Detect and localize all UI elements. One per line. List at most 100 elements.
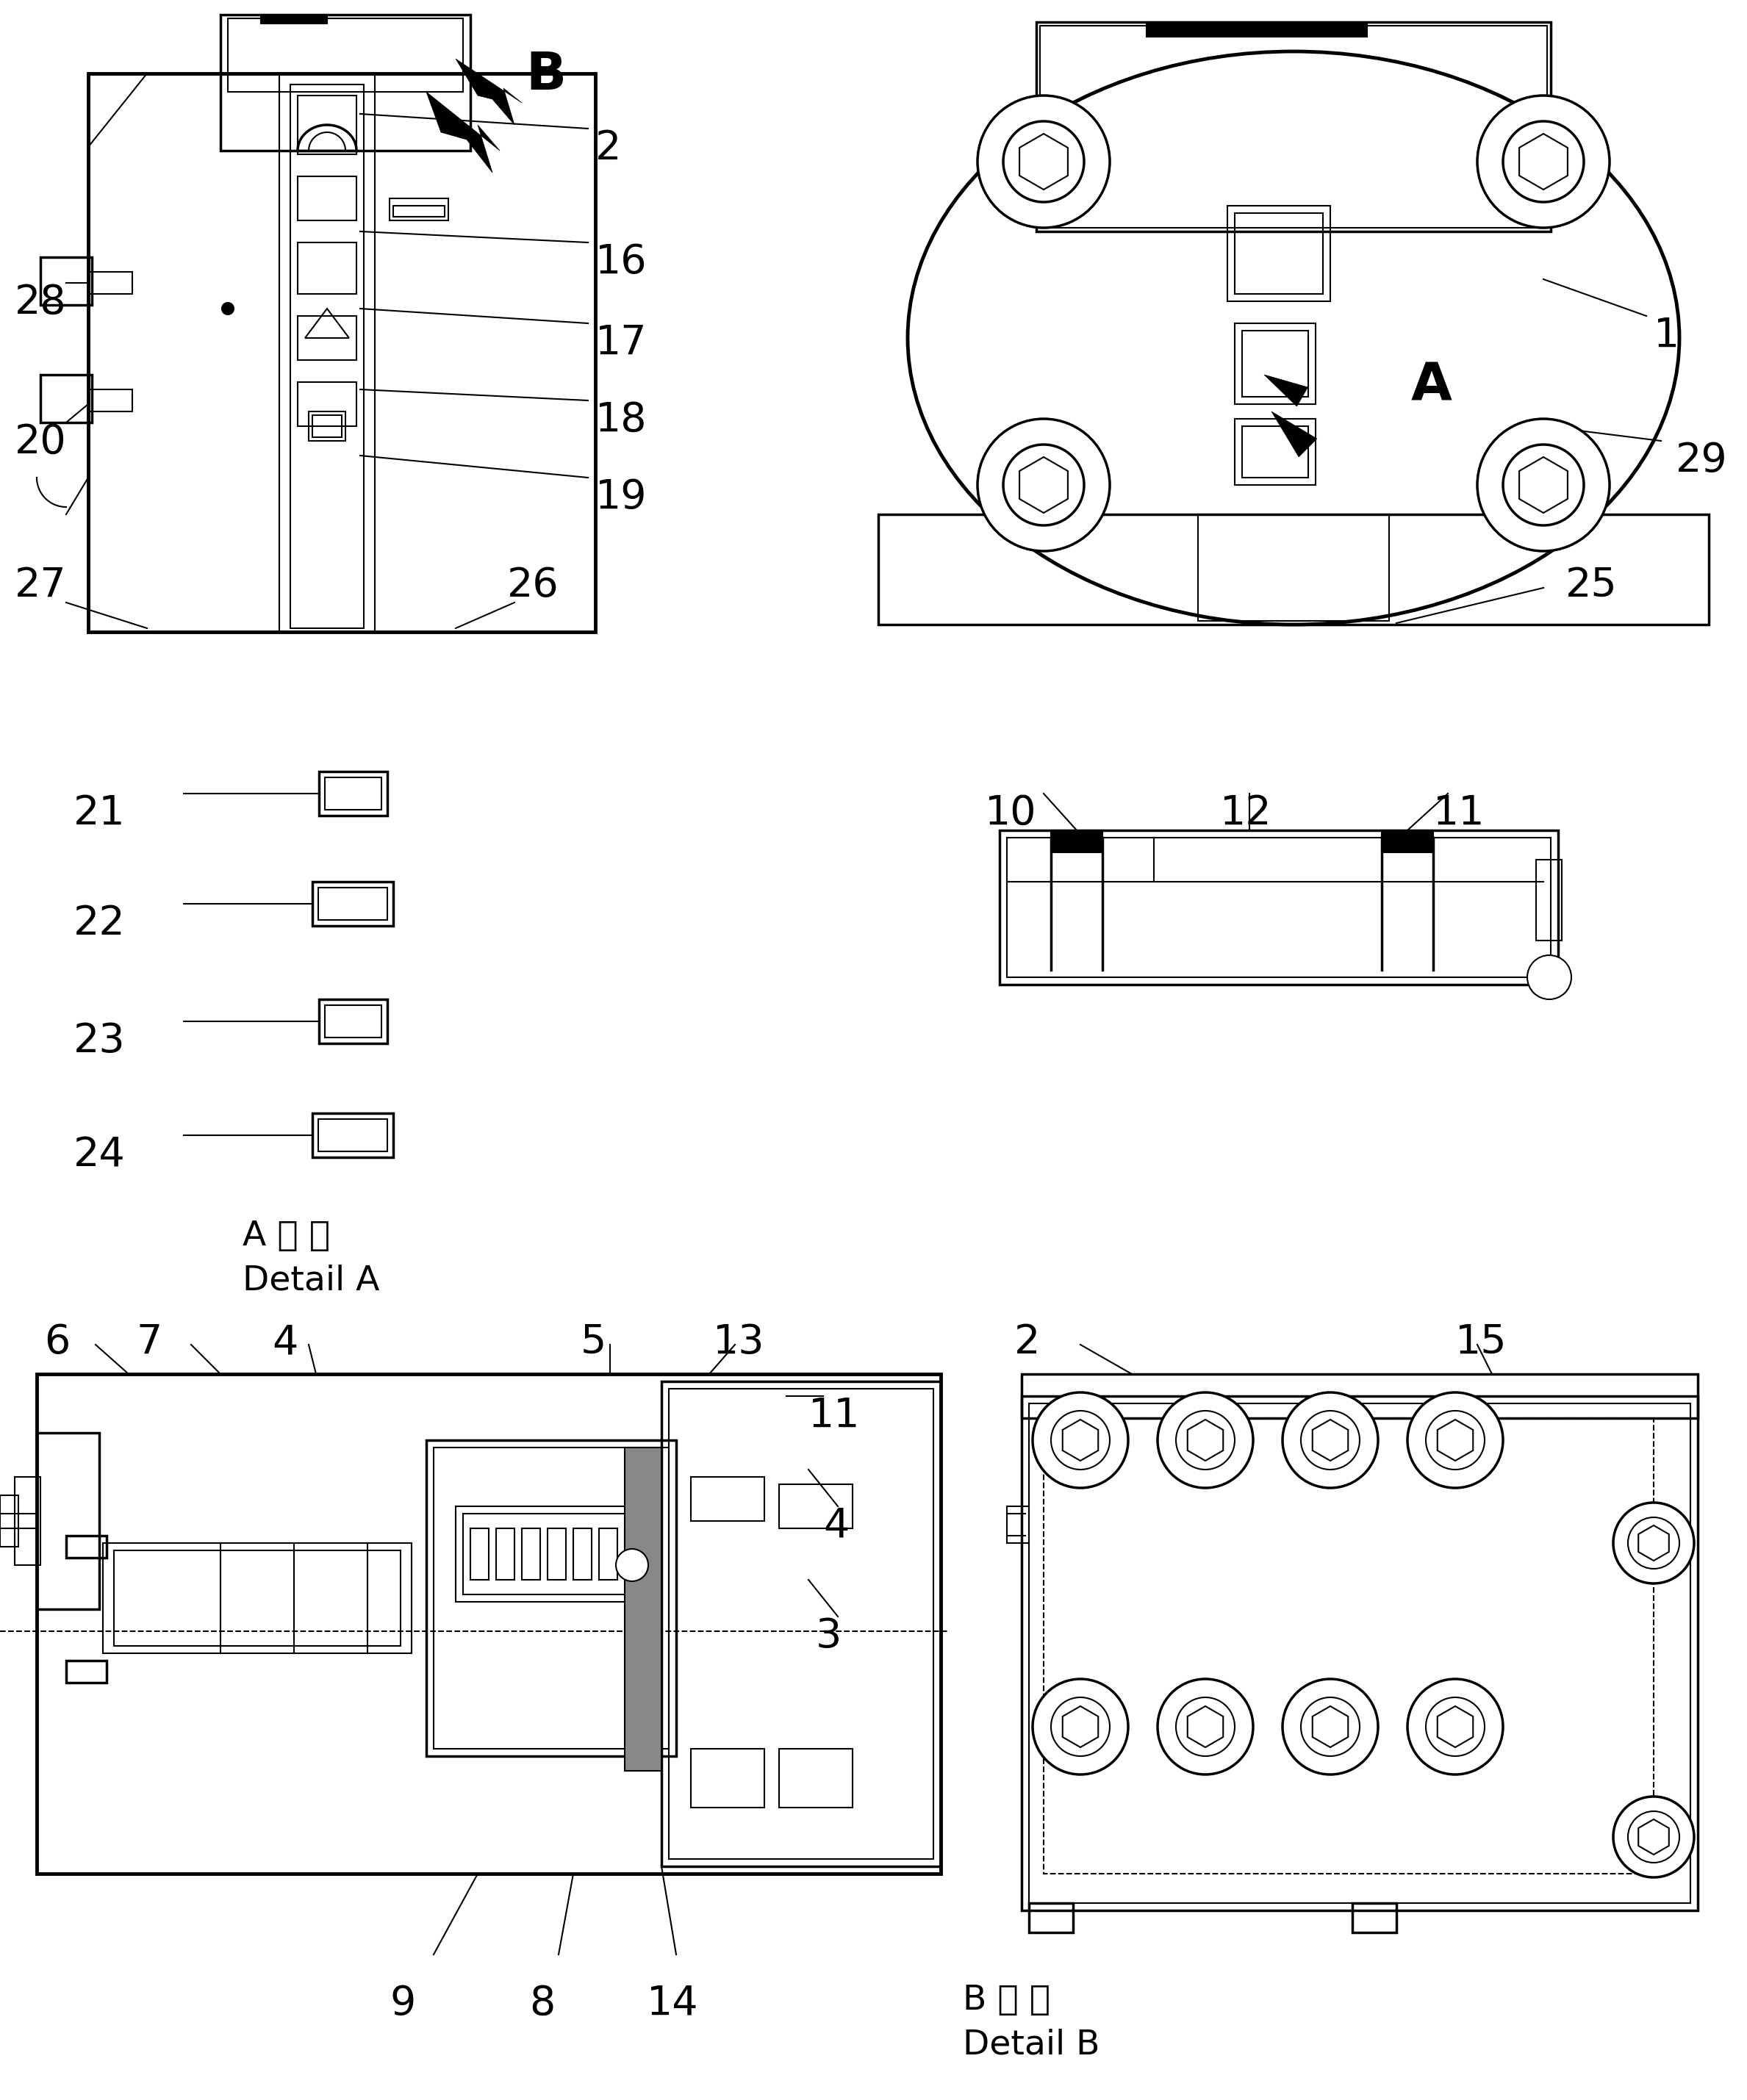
Circle shape bbox=[1052, 1411, 1109, 1470]
Polygon shape bbox=[426, 92, 500, 172]
Circle shape bbox=[1176, 1697, 1235, 1756]
Bar bbox=[320, 771, 388, 815]
Polygon shape bbox=[1062, 1705, 1099, 1747]
Text: 4: 4 bbox=[273, 1323, 299, 1363]
Bar bbox=[1242, 426, 1309, 477]
Polygon shape bbox=[1188, 1705, 1223, 1747]
Polygon shape bbox=[1520, 134, 1567, 189]
Text: 22: 22 bbox=[73, 903, 126, 943]
Bar bbox=[779, 1485, 853, 1529]
Text: 15: 15 bbox=[1455, 1323, 1508, 1363]
Bar bbox=[66, 1535, 107, 1558]
Bar bbox=[1029, 1903, 1073, 1932]
Circle shape bbox=[1302, 1411, 1359, 1470]
Bar bbox=[1052, 830, 1102, 853]
Circle shape bbox=[1408, 1680, 1502, 1774]
Text: 21: 21 bbox=[73, 794, 126, 834]
Bar bbox=[260, 15, 327, 23]
Bar bbox=[280, 74, 376, 632]
Circle shape bbox=[1052, 1697, 1109, 1756]
Text: 13: 13 bbox=[713, 1323, 765, 1363]
Bar bbox=[1006, 1506, 1029, 1543]
Bar bbox=[87, 388, 133, 412]
Text: A: A bbox=[1412, 359, 1452, 412]
Text: 3: 3 bbox=[816, 1617, 842, 1657]
Circle shape bbox=[222, 302, 234, 315]
Bar bbox=[1536, 859, 1562, 941]
Circle shape bbox=[1158, 1392, 1253, 1489]
Bar bbox=[220, 15, 470, 151]
Polygon shape bbox=[1272, 412, 1317, 458]
Circle shape bbox=[1176, 1411, 1235, 1470]
Bar bbox=[999, 830, 1558, 985]
Text: 11: 11 bbox=[1433, 794, 1485, 834]
Bar bbox=[40, 256, 93, 304]
Text: 12: 12 bbox=[1219, 794, 1272, 834]
Ellipse shape bbox=[908, 50, 1679, 624]
Bar bbox=[573, 1529, 592, 1579]
Text: B 詳 細: B 詳 細 bbox=[963, 1984, 1050, 2016]
Text: 17: 17 bbox=[596, 323, 646, 363]
Bar bbox=[599, 1529, 617, 1579]
Bar bbox=[290, 84, 363, 628]
Circle shape bbox=[1032, 1680, 1129, 1774]
Bar bbox=[1382, 830, 1433, 853]
Bar bbox=[313, 416, 342, 437]
Circle shape bbox=[1282, 1392, 1378, 1489]
Text: 24: 24 bbox=[73, 1136, 126, 1174]
Bar bbox=[325, 1006, 381, 1037]
Bar bbox=[522, 1529, 540, 1579]
Circle shape bbox=[1408, 1392, 1502, 1489]
Text: 7: 7 bbox=[136, 1323, 162, 1363]
Circle shape bbox=[1003, 122, 1085, 202]
Text: 10: 10 bbox=[985, 794, 1036, 834]
Bar bbox=[66, 1661, 107, 1682]
Bar bbox=[547, 1529, 566, 1579]
Bar bbox=[496, 1529, 514, 1579]
Bar bbox=[433, 1447, 669, 1749]
Circle shape bbox=[1426, 1697, 1485, 1756]
Bar bbox=[37, 1373, 940, 1873]
Circle shape bbox=[1478, 94, 1609, 227]
Text: 9: 9 bbox=[390, 1984, 416, 2024]
Bar bbox=[309, 412, 346, 441]
Bar bbox=[1022, 1373, 1698, 1418]
Polygon shape bbox=[1188, 1420, 1223, 1462]
Text: 19: 19 bbox=[596, 477, 646, 517]
Polygon shape bbox=[1520, 458, 1567, 512]
Bar bbox=[1228, 206, 1329, 300]
Text: 23: 23 bbox=[73, 1021, 126, 1060]
Circle shape bbox=[1478, 418, 1609, 550]
Text: 16: 16 bbox=[596, 242, 646, 281]
Text: 5: 5 bbox=[580, 1323, 606, 1363]
Text: 20: 20 bbox=[14, 422, 66, 462]
Bar bbox=[1146, 21, 1366, 36]
Bar bbox=[390, 197, 449, 220]
Bar bbox=[297, 176, 356, 220]
Bar bbox=[625, 1447, 662, 1770]
Polygon shape bbox=[1312, 1705, 1349, 1747]
Circle shape bbox=[1003, 445, 1085, 525]
Polygon shape bbox=[1438, 1420, 1473, 1462]
Bar bbox=[103, 1544, 412, 1653]
Circle shape bbox=[1282, 1680, 1378, 1774]
Circle shape bbox=[1527, 956, 1571, 1000]
Circle shape bbox=[617, 1550, 648, 1581]
Polygon shape bbox=[456, 59, 522, 124]
Circle shape bbox=[1502, 122, 1585, 202]
Polygon shape bbox=[1312, 1420, 1349, 1462]
Bar bbox=[470, 1529, 489, 1579]
Bar bbox=[662, 1382, 940, 1867]
Polygon shape bbox=[1020, 134, 1067, 189]
Bar bbox=[87, 271, 133, 294]
Text: B: B bbox=[526, 50, 566, 101]
Text: 6: 6 bbox=[44, 1323, 70, 1363]
Text: 11: 11 bbox=[809, 1396, 860, 1436]
Text: 26: 26 bbox=[507, 565, 559, 605]
Bar bbox=[297, 94, 356, 153]
Bar bbox=[87, 74, 596, 632]
Bar bbox=[669, 1388, 933, 1858]
Circle shape bbox=[1612, 1796, 1695, 1877]
Polygon shape bbox=[1020, 458, 1067, 512]
Circle shape bbox=[1612, 1504, 1695, 1583]
